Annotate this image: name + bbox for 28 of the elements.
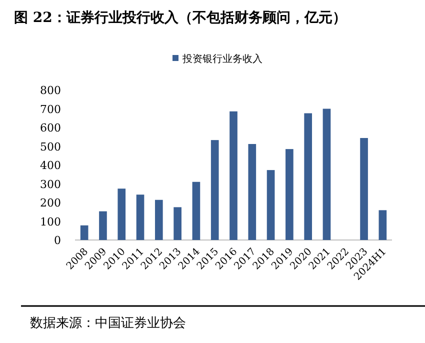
bar bbox=[266, 170, 275, 240]
y-tick-label: 0 bbox=[54, 234, 61, 247]
bar bbox=[118, 188, 126, 240]
bar bbox=[192, 182, 200, 240]
bar bbox=[322, 108, 331, 240]
bar bbox=[230, 111, 238, 240]
bar bbox=[99, 211, 107, 240]
bar bbox=[80, 225, 88, 240]
y-tick-label: 100 bbox=[40, 215, 61, 228]
y-tick-label: 400 bbox=[40, 159, 61, 172]
chart-title: 图 22：证券行业投行收入（不包括财务顾问，亿元） bbox=[14, 10, 346, 26]
bar bbox=[286, 149, 294, 240]
bar bbox=[248, 144, 256, 240]
bar bbox=[378, 210, 387, 240]
y-tick-label: 300 bbox=[40, 178, 61, 191]
y-tick-label: 600 bbox=[40, 122, 61, 134]
bar bbox=[360, 138, 368, 240]
bar bbox=[174, 207, 182, 240]
y-tick-label: 200 bbox=[40, 196, 61, 210]
y-tick-label: 500 bbox=[40, 140, 61, 154]
y-tick-label: 700 bbox=[40, 102, 61, 116]
source-note: 数据来源：中国证券业协会 bbox=[30, 316, 186, 331]
bar bbox=[136, 194, 144, 240]
bar bbox=[210, 140, 219, 240]
bar bbox=[304, 113, 312, 240]
legend-label: 投资银行业务收入 bbox=[182, 53, 262, 65]
bar bbox=[154, 200, 163, 240]
y-tick-label: 800 bbox=[40, 84, 61, 97]
